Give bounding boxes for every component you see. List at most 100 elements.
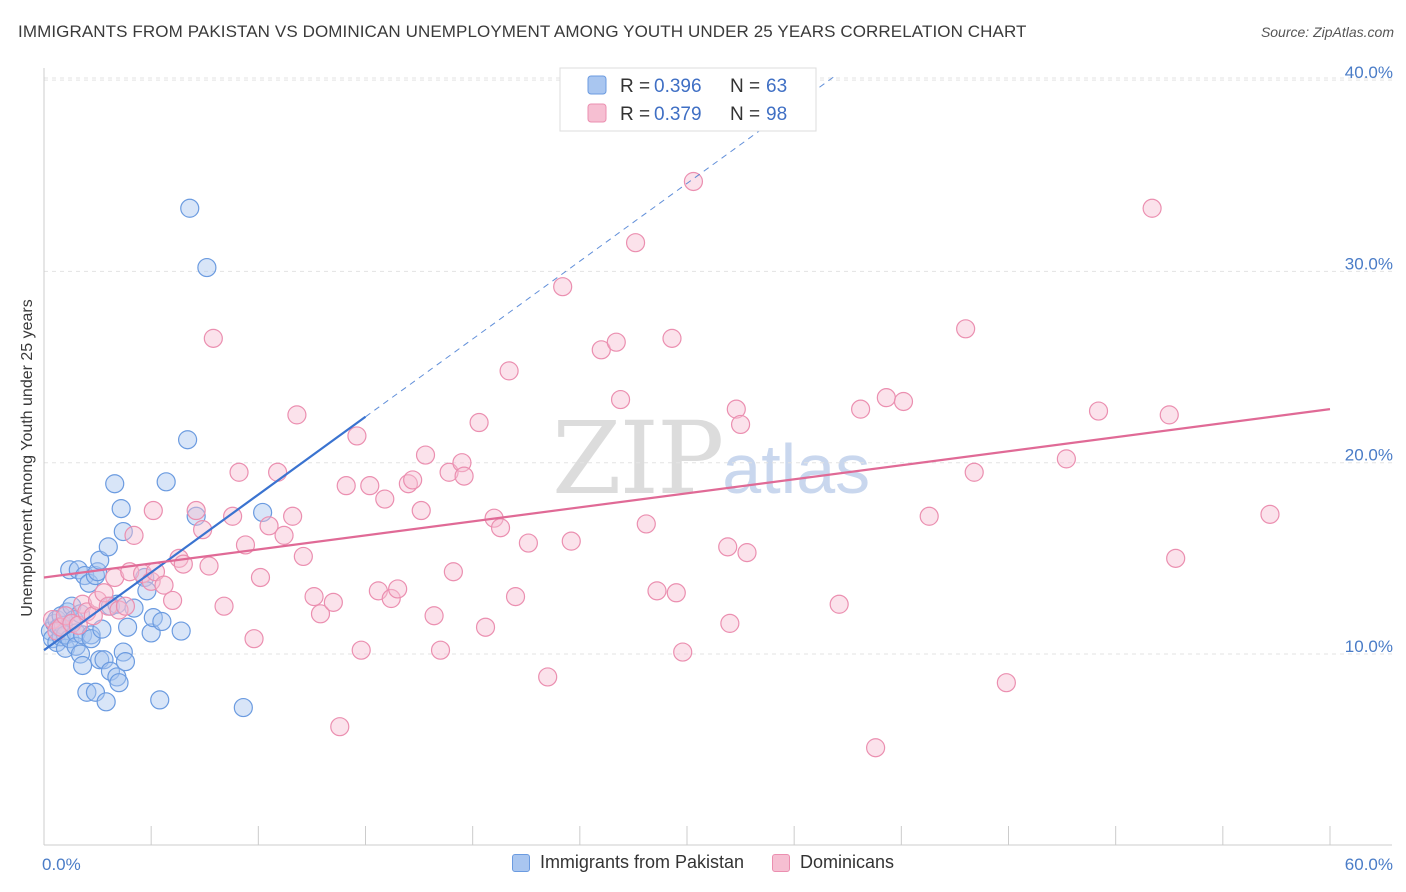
dominicans-point-63[interactable] (469, 412, 489, 433)
dominicans-point-29[interactable] (214, 596, 234, 616)
pakistan-point-36[interactable] (98, 537, 118, 557)
dominicans-point-46[interactable] (347, 426, 367, 446)
pakistan-point-61[interactable] (233, 697, 253, 718)
dominicans-point-88[interactable] (829, 594, 849, 614)
dominicans-point-33[interactable] (244, 629, 264, 649)
dominicans-point-62[interactable] (454, 466, 474, 486)
dominicans-point-98[interactable] (1088, 401, 1109, 421)
dominicans-point-27[interactable] (199, 556, 219, 576)
dominicans-point-45[interactable] (336, 476, 356, 496)
dominicans-point-22[interactable] (163, 590, 183, 611)
pakistan-point-42[interactable] (109, 673, 129, 693)
pakistan-point-53[interactable] (150, 690, 170, 710)
dominicans-point-71[interactable] (553, 277, 573, 297)
dominicans-point-95[interactable] (964, 462, 984, 482)
dominicans-point-89[interactable] (851, 399, 871, 419)
dominicans-point-51[interactable] (381, 588, 401, 609)
dominicans-point-28[interactable] (203, 328, 223, 348)
dominicans-point-21[interactable] (154, 575, 174, 595)
pakistan-point-58[interactable] (180, 198, 200, 218)
dominicans-point-94[interactable] (956, 319, 976, 339)
dominicans-point-77[interactable] (636, 514, 656, 534)
dominicans-point-85[interactable] (726, 399, 746, 419)
legend-item-dominicans[interactable]: Dominicans (772, 852, 894, 873)
pakistan-point-56[interactable] (171, 621, 191, 641)
pakistan-point-45[interactable] (113, 642, 133, 662)
dominicans-point-101[interactable] (1166, 548, 1186, 568)
dominicans-point-41[interactable] (304, 587, 324, 607)
pakistan-point-34[interactable] (94, 650, 114, 670)
pakistan-point-47[interactable] (117, 617, 138, 637)
dominicans-point-80[interactable] (666, 583, 686, 603)
dominicans-point-58[interactable] (430, 640, 451, 660)
pakistan-point-35[interactable] (96, 692, 116, 712)
dominicans-point-93[interactable] (919, 506, 939, 526)
pakistan-point-22[interactable] (72, 655, 93, 676)
dominicans-point-102[interactable] (1260, 504, 1280, 524)
dominicans-point-19[interactable] (143, 500, 163, 521)
dominicans-point-83[interactable] (718, 537, 738, 557)
dominicans-point-66[interactable] (490, 518, 511, 538)
dominicans-point-96[interactable] (996, 673, 1016, 693)
dominicans-point-52[interactable] (388, 579, 408, 599)
dominicans-point-87[interactable] (737, 543, 757, 563)
dominicans-point-81[interactable] (673, 642, 693, 662)
pakistan-point-60[interactable] (197, 257, 217, 278)
dominicans-point-76[interactable] (625, 233, 646, 253)
dominicans-point-11[interactable] (98, 596, 118, 616)
dominicans-point-34[interactable] (250, 567, 271, 588)
dominicans-point-37[interactable] (274, 525, 294, 545)
dominicans-point-44[interactable] (330, 717, 350, 737)
pakistan-point-44[interactable] (113, 521, 133, 542)
dominicans-point-48[interactable] (360, 476, 380, 496)
dominicans-point-36[interactable] (268, 462, 288, 482)
dominicans-point-60[interactable] (443, 562, 463, 582)
dominicans-point-73[interactable] (591, 340, 611, 360)
dominicans-point-38[interactable] (283, 506, 303, 526)
dominicans-point-47[interactable] (351, 640, 371, 660)
dominicans-point-57[interactable] (424, 606, 444, 626)
dominicans-point-9[interactable] (87, 590, 108, 611)
dominicans-point-35[interactable] (259, 516, 279, 536)
dominicans-point-16[interactable] (124, 525, 144, 545)
dominicans-point-25[interactable] (186, 500, 206, 521)
dominicans-point-2[interactable] (51, 617, 71, 637)
dominicans-point-30[interactable] (223, 506, 243, 526)
dominicans-point-43[interactable] (323, 592, 343, 612)
dominicans-point-42[interactable] (310, 604, 331, 624)
dominicans-point-91[interactable] (876, 388, 896, 408)
dominicans-point-84[interactable] (720, 613, 740, 633)
pakistan-point-33[interactable] (92, 619, 112, 639)
pakistan-point-20[interactable] (70, 644, 91, 664)
dominicans-point-69[interactable] (518, 533, 538, 553)
dominicans-point-55[interactable] (411, 500, 431, 521)
dominicans-point-40[interactable] (293, 546, 313, 567)
dominicans-point-75[interactable] (610, 389, 631, 410)
dominicans-point-54[interactable] (403, 470, 423, 490)
dominicans-point-82[interactable] (683, 171, 704, 192)
dominicans-point-100[interactable] (1159, 405, 1179, 425)
dominicans-point-99[interactable] (1142, 198, 1162, 218)
dominicans-point-97[interactable] (1056, 449, 1076, 469)
dominicans-point-50[interactable] (375, 489, 395, 509)
dominicans-point-78[interactable] (647, 581, 667, 601)
dominicans-point-70[interactable] (538, 667, 558, 687)
pakistan-point-54[interactable] (152, 611, 172, 632)
pakistan-point-39[interactable] (105, 474, 125, 494)
pakistan-point-57[interactable] (178, 430, 198, 450)
dominicans-point-14[interactable] (115, 596, 136, 616)
dominicans-point-90[interactable] (866, 738, 886, 758)
dominicans-point-92[interactable] (893, 391, 914, 412)
dominicans-point-3[interactable] (55, 606, 76, 626)
pakistan-point-27[interactable] (81, 629, 101, 649)
legend-item-pakistan[interactable]: Immigrants from Pakistan (511, 852, 744, 873)
pakistan-point-55[interactable] (156, 472, 176, 492)
dominicans-point-86[interactable] (730, 414, 751, 435)
dominicans-point-67[interactable] (499, 361, 519, 381)
dominicans-point-59[interactable] (439, 462, 459, 482)
dominicans-point-68[interactable] (505, 587, 526, 607)
dominicans-point-56[interactable] (415, 445, 436, 465)
dominicans-point-79[interactable] (662, 328, 682, 348)
pakistan-point-43[interactable] (111, 499, 131, 519)
dominicans-point-39[interactable] (287, 405, 307, 425)
